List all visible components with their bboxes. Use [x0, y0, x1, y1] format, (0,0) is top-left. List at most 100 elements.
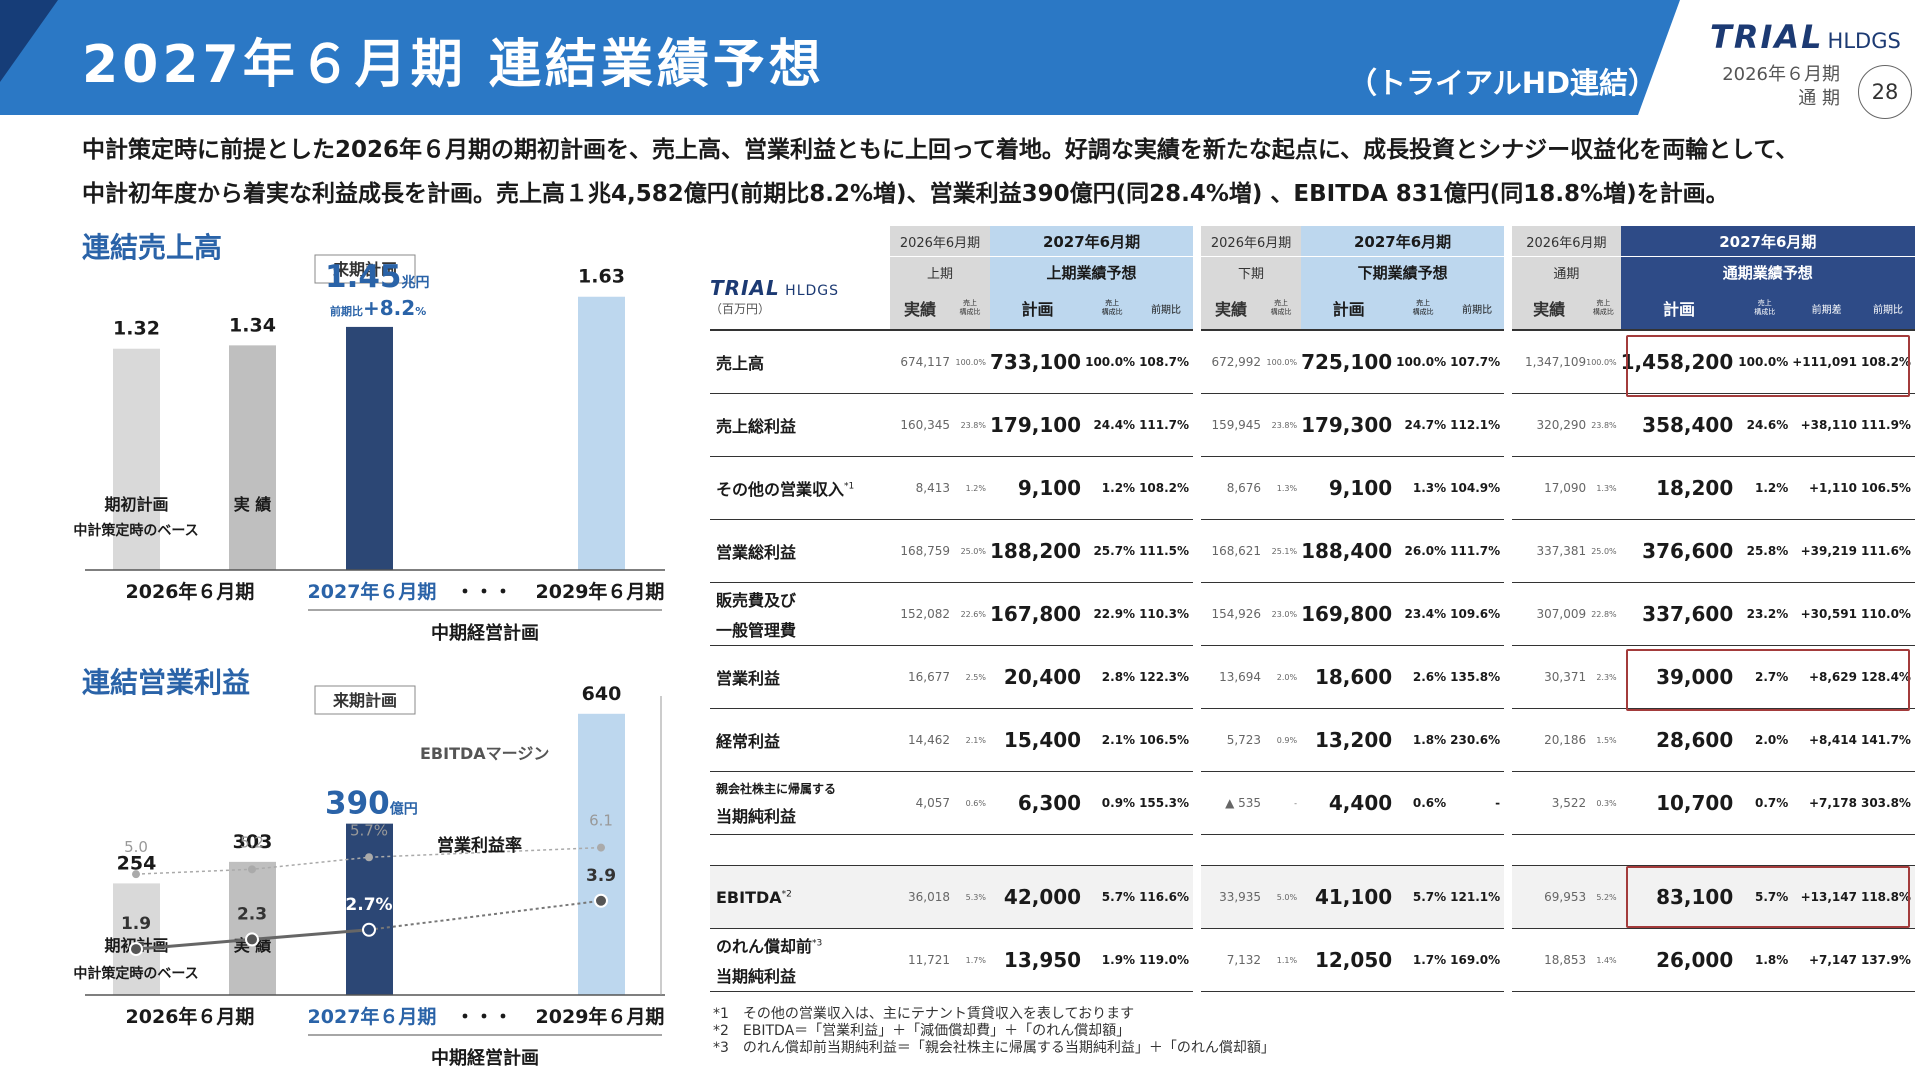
h2-actual-ratio-cell: 2.0%: [1261, 645, 1302, 709]
x-group-label: 2027年６月期: [308, 580, 437, 603]
fy-actual-cell: 320,290: [1512, 393, 1587, 457]
column-gap: [1504, 865, 1513, 929]
row-footnote-mark: *1: [844, 481, 855, 492]
actual-period-header: 2026年6月期: [1512, 226, 1621, 257]
ratio-header-text: 売上 構成比: [1396, 299, 1450, 317]
h1-plan-ratio-cell: 2.8%: [1085, 645, 1140, 709]
lead-line1: 中計策定時に前提とした2026年６月期の期初計画を、売上高、営業利益ともに上回っ…: [82, 137, 1799, 163]
page-subtitle: （トライアルHD連結）: [1348, 66, 1658, 100]
fy-actual-cell: 30,371: [1512, 645, 1587, 709]
row-label: 売上高: [710, 330, 890, 394]
fy-diff-cell: +111,091: [1792, 330, 1861, 394]
fy-actual-ratio-cell: 1.5%: [1586, 708, 1621, 772]
h1-actual-cell: 168,759: [890, 519, 950, 583]
op-margin-label: 1.9: [121, 914, 151, 934]
ratio-header-line2: 構成比: [1412, 308, 1434, 316]
h1-plan-ratio-cell: 24.4%: [1085, 393, 1140, 457]
x-group-label: 2027年６月期: [308, 1005, 437, 1028]
column-gap: [1193, 929, 1201, 992]
x-group-label: ・・・: [455, 1006, 512, 1028]
h2-actual-ratio-cell: 0.9%: [1261, 708, 1302, 772]
forecast-term-header: 下期業績予想: [1301, 256, 1505, 287]
row-label: 営業利益: [710, 645, 890, 709]
column-gap: [1504, 646, 1512, 709]
h1-actual-ratio-cell: 2.1%: [950, 708, 990, 772]
h1-actual-cell: 16,677: [890, 645, 950, 709]
table-row: 営業総利益 168,759 25.0% 188,200 25.7% 111.5% 168,6…: [710, 519, 1915, 583]
bar-4: [578, 296, 625, 570]
fy-diff-cell: +7,147: [1792, 928, 1861, 992]
h1-actual-ratio-cell: 100.0%: [950, 330, 990, 394]
row-label-line2: 当期純利益: [716, 967, 797, 986]
table-logo-sub: HLDGS: [779, 283, 840, 299]
h1-plan-cell: 42,000: [990, 865, 1086, 929]
h2-yoy-cell: 111.7%: [1450, 519, 1505, 583]
h1-yoy-cell: 119.0%: [1139, 928, 1194, 992]
h1-plan-cell: 20,400: [990, 645, 1086, 709]
column-gap: [1504, 287, 1513, 330]
h2-yoy-cell: 107.7%: [1450, 330, 1505, 394]
h1-yoy-cell: 108.7%: [1139, 330, 1194, 394]
midterm-label: 中期経営計画: [431, 622, 539, 644]
fy-plan-cell: 1,458,200: [1620, 330, 1738, 394]
row-label-line1: 経常利益: [716, 732, 781, 751]
h2-yoy-cell: 104.9%: [1450, 456, 1505, 520]
actual-col-header: 実績: [890, 287, 950, 331]
h1-yoy-cell: 111.7%: [1139, 393, 1194, 457]
h1-yoy-cell: 155.3%: [1139, 771, 1194, 835]
bar-2: [229, 861, 276, 995]
op-margin-point: [362, 922, 376, 937]
h2-yoy-cell: 109.6%: [1450, 582, 1505, 646]
bar-4: [578, 713, 625, 995]
fy-plan-ratio-cell: 24.6%: [1737, 393, 1793, 457]
forecast-term-header: 上期業績予想: [990, 256, 1194, 287]
fy-yoy-cell: 128.4%: [1860, 645, 1915, 709]
h1-plan-ratio-cell: 100.0%: [1085, 330, 1140, 394]
actual-term-header: 下期: [1201, 256, 1302, 287]
fy-yoy-cell: 137.9%: [1860, 928, 1915, 992]
table-spacer: [710, 835, 1915, 866]
fy-actual-cell: 20,186: [1512, 708, 1587, 772]
h1-actual-ratio-cell: 23.8%: [950, 393, 990, 457]
spacer-cell: [710, 835, 1915, 866]
h1-actual-cell: 152,082: [890, 582, 950, 646]
ratio-header-line1: 売上: [963, 299, 977, 307]
h2-plan-ratio-cell: 1.3%: [1396, 456, 1451, 520]
next-plan-tag: 来期計画: [332, 260, 397, 279]
column-gap: [1193, 256, 1202, 287]
bar-value-label: 1.32: [113, 318, 160, 340]
column-gap: [1193, 583, 1201, 646]
h1-yoy-cell: 110.3%: [1139, 582, 1194, 646]
footnote-1: *1 その他の営業収入は、主にテナント賃貸収入を表しております: [713, 1006, 1135, 1022]
page-title: 2027年６月期 連結業績予想: [82, 35, 825, 95]
x-group-label: 2026年６月期: [126, 1005, 255, 1028]
ebitda-margin-line: [135, 846, 602, 875]
fy-diff-cell: +39,219: [1792, 519, 1861, 583]
fy-actual-cell: 3,522: [1512, 771, 1587, 835]
bar-inside-label: 期初計画: [104, 495, 168, 514]
period-line2: 通 期: [1798, 88, 1840, 109]
fy-actual-ratio-cell: 2.3%: [1586, 645, 1621, 709]
h1-yoy-cell: 106.5%: [1139, 708, 1194, 772]
op-margin-point: [594, 893, 608, 908]
ratio-header-text: 売上 構成比: [950, 299, 990, 317]
column-gap: [1193, 865, 1202, 929]
h1-plan-cell: 167,800: [990, 582, 1086, 646]
h2-actual-cell: ▲ 535: [1201, 771, 1262, 835]
highlight-box-sales: [1626, 335, 1910, 397]
highlight-value: 390億円: [325, 786, 418, 822]
row-footnote-mark: *3: [812, 938, 823, 949]
forecast-term-header: 通期業績予想: [1620, 256, 1915, 287]
highlight-value: 1.45兆円: [325, 259, 430, 295]
fy-plan-cell: 28,600: [1620, 708, 1738, 772]
fy-plan-cell: 18,200: [1620, 456, 1738, 520]
ebitda-margin-point: [365, 853, 373, 862]
next-plan-tag-box: [314, 685, 416, 715]
footnote-2: *2 EBITDA＝「営業利益」＋「減価償却費」＋「のれん償却額」: [713, 1023, 1131, 1039]
ebitda-margin-label: 5.7%: [350, 821, 388, 839]
h1-plan-cell: 15,400: [990, 708, 1086, 772]
fy-plan-ratio-cell: 2.0%: [1737, 708, 1793, 772]
ratio-header-line2: 構成比: [1592, 308, 1614, 316]
logo-main-text: TRIAL: [1710, 18, 1824, 56]
row-footnote-mark: *2: [781, 889, 792, 900]
